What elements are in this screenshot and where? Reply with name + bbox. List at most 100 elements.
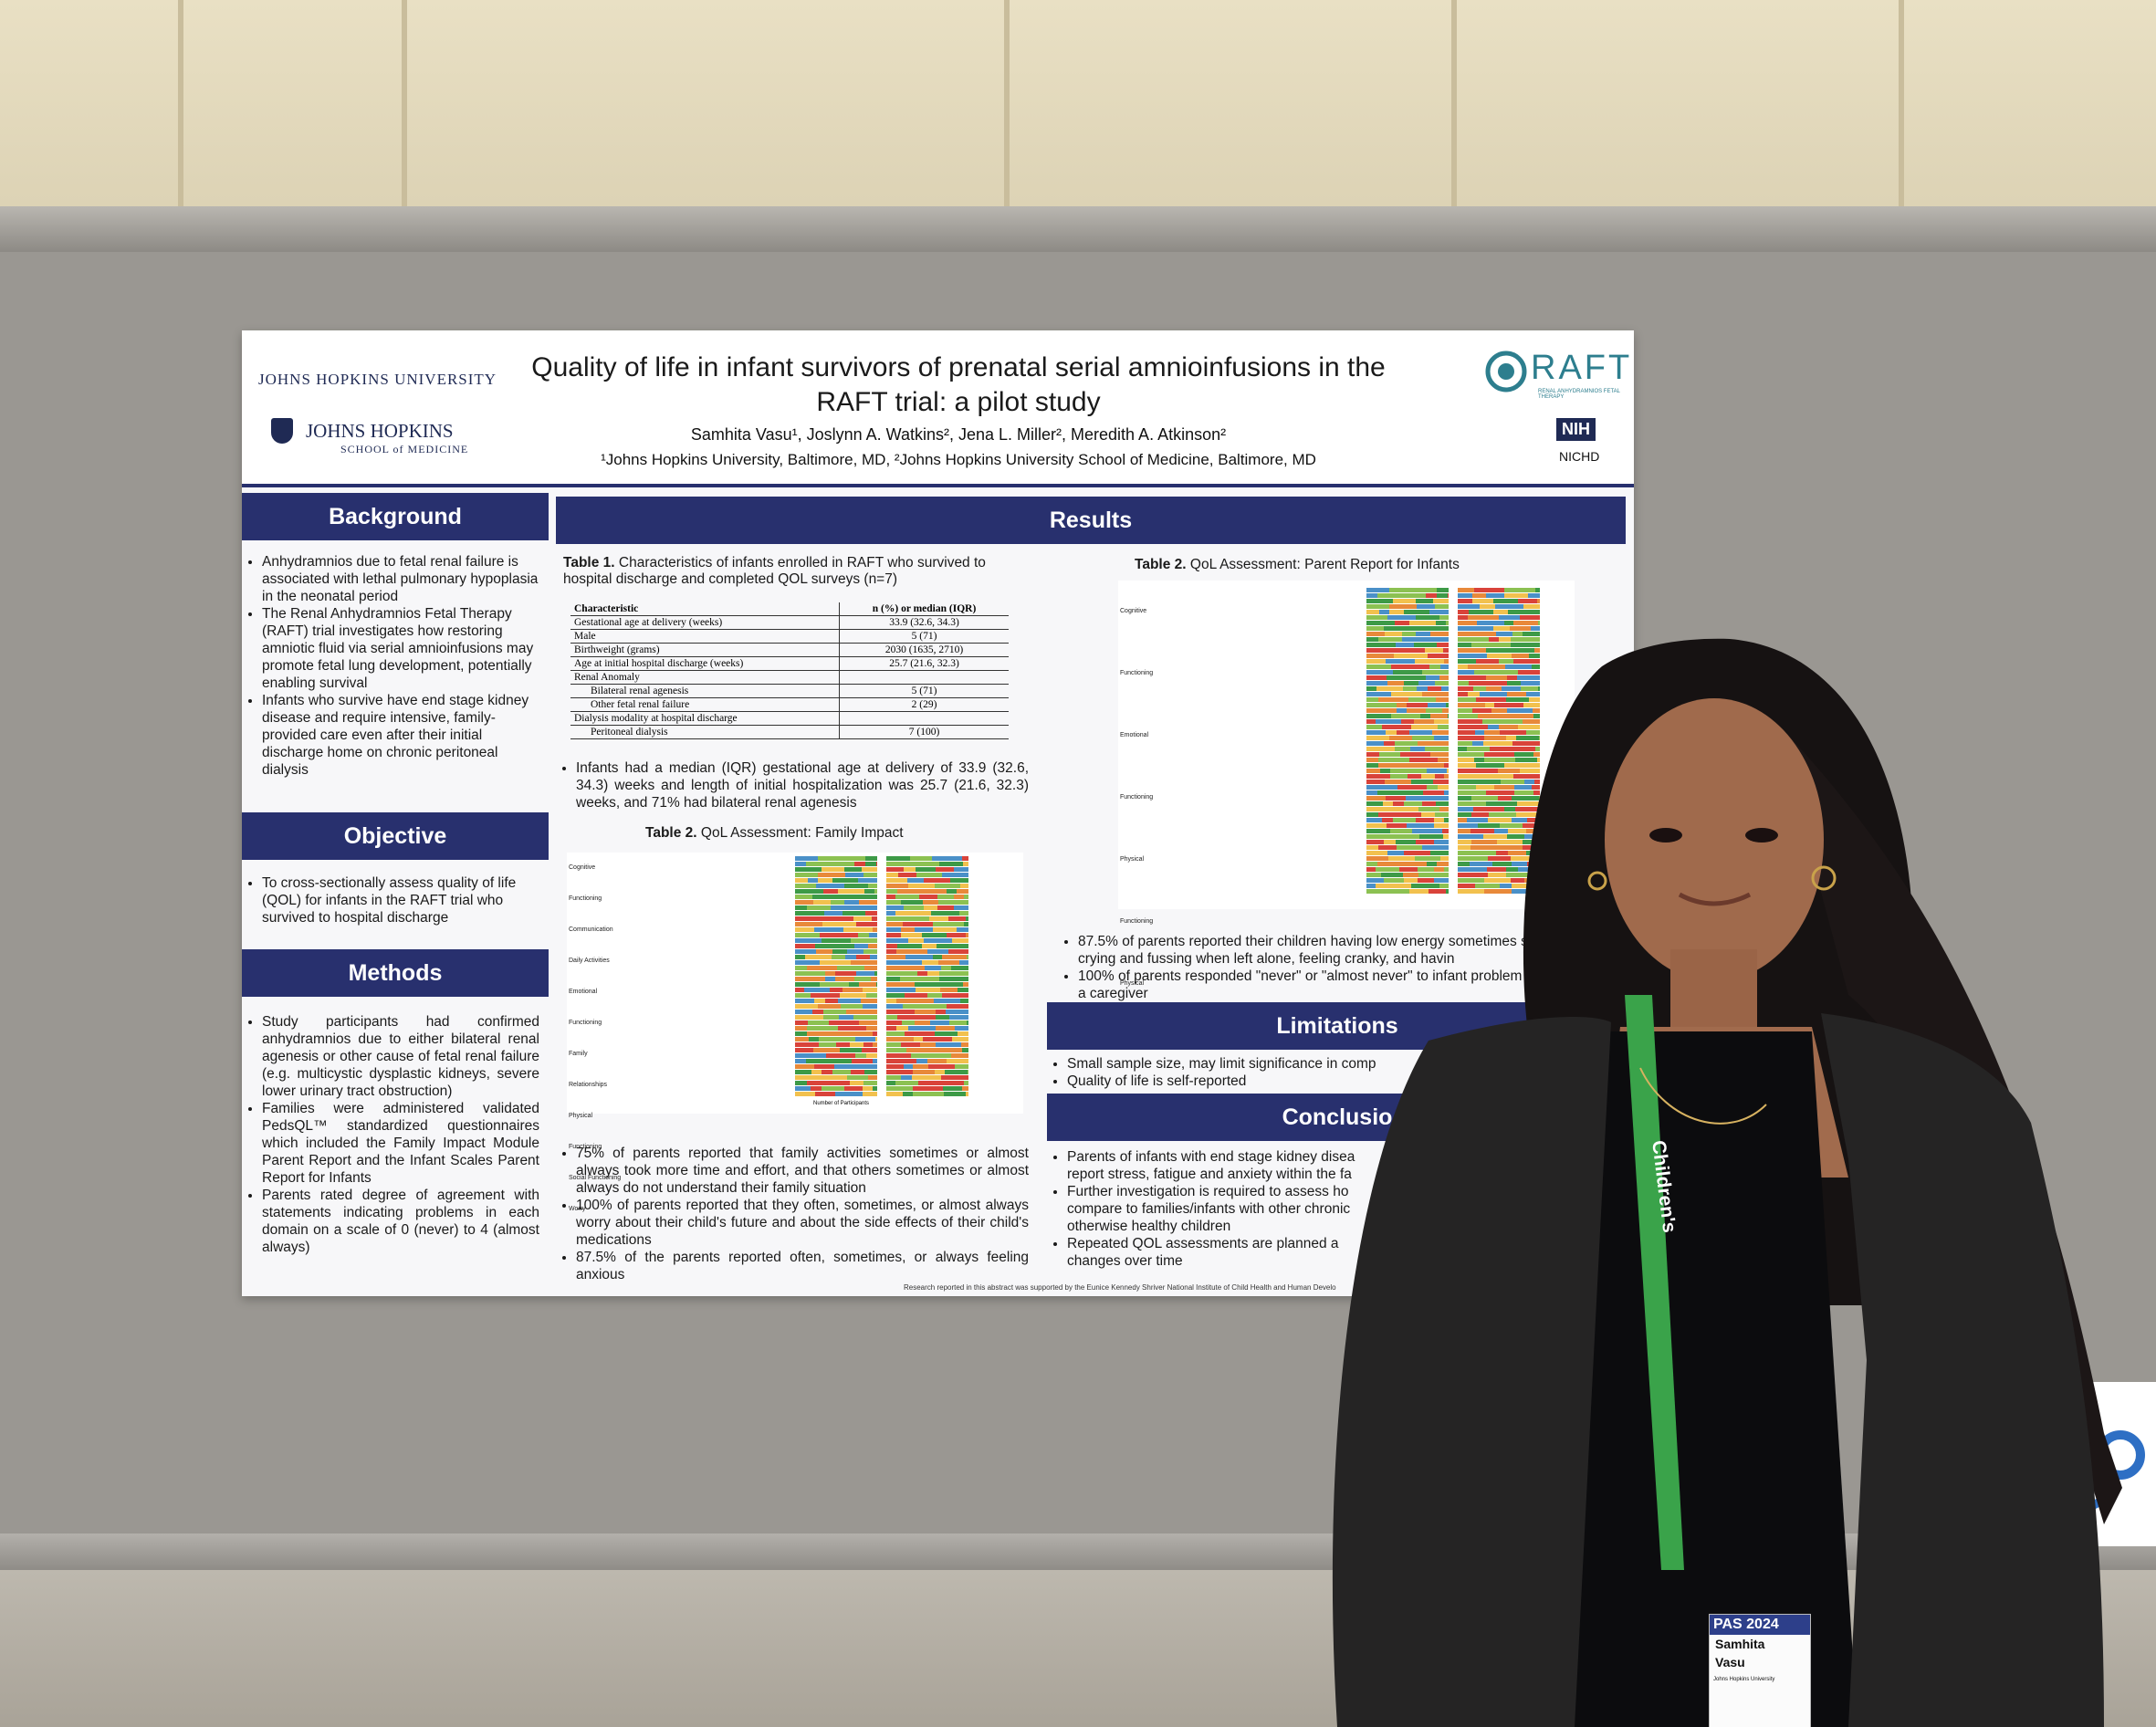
- bar-segment: [839, 1015, 853, 1020]
- bar-segment: [1514, 785, 1532, 790]
- table-row: Characteristic n (%) or median (IQR): [570, 602, 1009, 616]
- bar-segment: [1458, 708, 1472, 713]
- bar-segment: [1458, 823, 1478, 828]
- bar-segment: [1458, 604, 1480, 609]
- bar-segment: [962, 856, 968, 861]
- results-heading: Results: [556, 497, 1626, 544]
- bar-segment: [795, 949, 816, 954]
- bar-segment: [1524, 834, 1540, 839]
- bar-segment: [1437, 593, 1448, 598]
- bar-segment: [947, 889, 957, 894]
- bar-segment: [886, 911, 895, 916]
- bar-segment: [1426, 884, 1439, 888]
- bar-segment: [945, 1070, 968, 1074]
- bar-segment: [850, 1042, 863, 1047]
- table-row: Gestational age at delivery (weeks) 33.9 …: [570, 615, 1009, 630]
- bar-segment: [1468, 615, 1499, 620]
- bar-segment: [795, 856, 818, 861]
- bar-segment: [1458, 873, 1488, 877]
- bar-segment: [957, 927, 968, 932]
- bar-segment: [847, 949, 863, 954]
- bar-segment: [1470, 862, 1492, 866]
- bar-segment: [863, 1092, 877, 1096]
- bar-segment: [1458, 741, 1472, 746]
- bar-segment: [914, 1037, 923, 1041]
- table-cell: 5 (71): [839, 684, 1009, 698]
- bar-segment: [901, 1042, 920, 1047]
- bar-segment: [1486, 801, 1517, 806]
- bar-segment: [1415, 856, 1440, 861]
- bar-segment: [1414, 643, 1437, 647]
- table1-caption: Table 1. Characteristics of infants enro…: [563, 555, 1038, 588]
- bar-segment: [1478, 714, 1504, 718]
- bar-segment: [1436, 697, 1449, 702]
- bar-segment: [935, 1070, 945, 1074]
- jhu-som-name: JOHNS HOPKINS: [306, 420, 454, 442]
- bar-segment: [952, 900, 968, 905]
- bar-segment: [795, 999, 814, 1003]
- bar-segment: [815, 1092, 835, 1096]
- bar-segment: [1366, 878, 1384, 883]
- bar-segment: [1396, 840, 1416, 844]
- family-impact-domains: Cognitive Functioning Communication Dail…: [569, 853, 623, 1225]
- bar-segment: [1507, 834, 1524, 839]
- bar-segment: [886, 944, 897, 948]
- bar-segment: [886, 1092, 903, 1096]
- bar-segment: [939, 977, 968, 981]
- bar-segment: [1439, 884, 1449, 888]
- earring-right: [1811, 865, 1837, 891]
- bar-segment: [1395, 741, 1418, 746]
- bar-segment: [1426, 708, 1442, 713]
- bar-segment: [830, 988, 843, 992]
- bar-segment: [886, 856, 910, 861]
- bar-segment: [1512, 889, 1533, 894]
- bar-segment: [1467, 818, 1488, 822]
- bar-segment: [886, 1064, 904, 1069]
- bar-segment: [821, 1081, 850, 1085]
- left-eye: [1649, 828, 1682, 843]
- bar-segment: [1468, 692, 1480, 696]
- bar-segment: [922, 944, 937, 948]
- bar-segment: [873, 1031, 877, 1036]
- bar-segment: [1378, 763, 1396, 768]
- bar-segment: [1402, 637, 1430, 642]
- bar-segment: [859, 982, 876, 987]
- bar-segment: [1499, 725, 1518, 729]
- bar-segment: [1533, 714, 1540, 718]
- bar-segment: [1438, 785, 1449, 790]
- bar-segment: [811, 1070, 822, 1074]
- bar-segment: [851, 938, 876, 943]
- bar-segment: [1487, 654, 1512, 658]
- bar-segment: [1391, 714, 1420, 718]
- bar-segment: [938, 960, 959, 965]
- raft-logo-icon: [1485, 351, 1527, 392]
- bar-segment: [886, 988, 916, 992]
- header-divider: [242, 484, 1634, 487]
- bar-segment: [1434, 823, 1449, 828]
- bar-segment: [917, 971, 927, 976]
- bar-segment: [1366, 659, 1386, 664]
- bar-segment: [1396, 697, 1408, 702]
- bar-segment: [1417, 862, 1427, 866]
- bar-segment: [886, 884, 908, 888]
- bar-segment: [795, 1070, 811, 1074]
- bar-segment: [1458, 790, 1486, 795]
- bar-segment: [1526, 829, 1540, 833]
- bar-segment: [1403, 686, 1417, 691]
- domain-label: Physical Functioning: [569, 1113, 602, 1150]
- bar-segment: [1521, 681, 1540, 686]
- bar-segment: [861, 999, 877, 1003]
- bar-segment: [807, 1081, 821, 1085]
- bar-segment: [1458, 654, 1487, 658]
- bar-segment: [913, 1070, 935, 1074]
- wall-seam: [178, 0, 183, 219]
- bar-segment: [1458, 785, 1476, 790]
- bar-segment: [795, 977, 825, 981]
- bar-segment: [1434, 736, 1449, 740]
- domain-label: Family Relationships: [569, 1051, 608, 1088]
- bar-segment: [823, 1010, 846, 1014]
- bar-segment: [1458, 610, 1469, 614]
- bar-segment: [795, 895, 812, 899]
- badge-last-name: Vasu: [1715, 1655, 1745, 1669]
- bar-segment: [886, 889, 897, 894]
